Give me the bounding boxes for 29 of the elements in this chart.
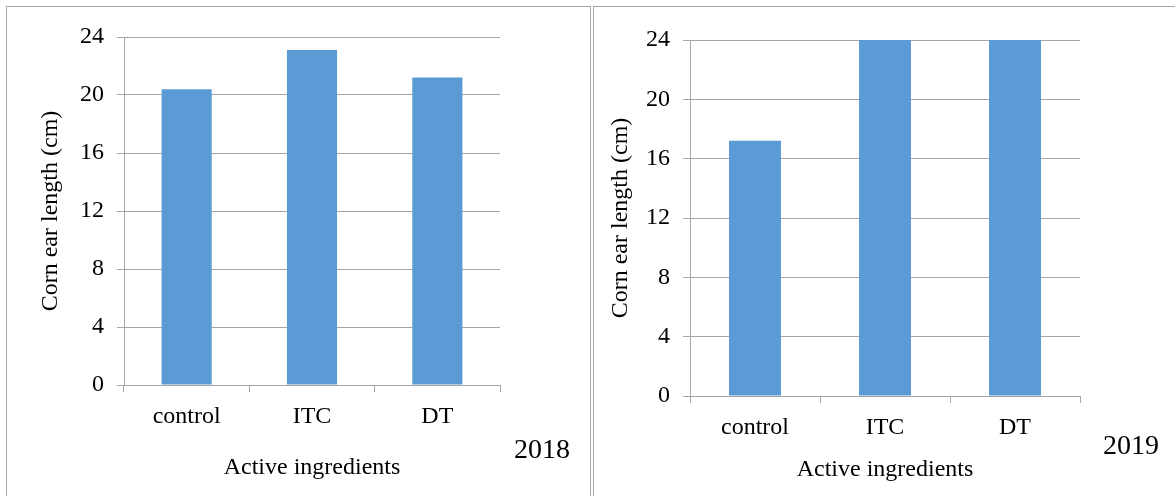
y-tick-label: 0 [92,370,104,397]
bar [412,77,463,385]
y-tick-label: 24 [646,25,670,52]
bar [286,50,338,385]
x-tick-label: ITC [292,401,332,428]
y-tick-label: 12 [646,203,670,230]
y-tick-label: 20 [646,84,670,111]
y-tick-label: 20 [80,80,104,107]
y-axis-title: Corn ear length (cm) [35,110,62,312]
y-tick-label: 4 [92,312,104,339]
x-tick-label: DT [999,412,1032,439]
y-tick-label: 16 [80,138,104,165]
x-tick-label: control [152,401,221,428]
x-tick-label: ITC [865,412,905,439]
text: 2018 [514,433,570,465]
y-axis-title: Corn ear length (cm) [605,117,632,319]
y-tick-label: 24 [80,22,104,49]
y-tick-label: 8 [92,254,104,281]
y-tick-label: 0 [658,381,670,408]
x-axis-title: Active ingredients [796,454,974,481]
x-axis-title: Active ingredients [223,452,401,479]
y-tick-label: 4 [658,321,670,348]
y-tick-label: 12 [80,196,104,223]
y-tick-label: 16 [646,143,670,170]
text: 2019 [1103,429,1159,461]
x-tick-label: control [721,412,790,439]
x-tick-label: DT [421,401,454,428]
y-tick-label: 8 [658,262,670,289]
bar [161,89,212,385]
